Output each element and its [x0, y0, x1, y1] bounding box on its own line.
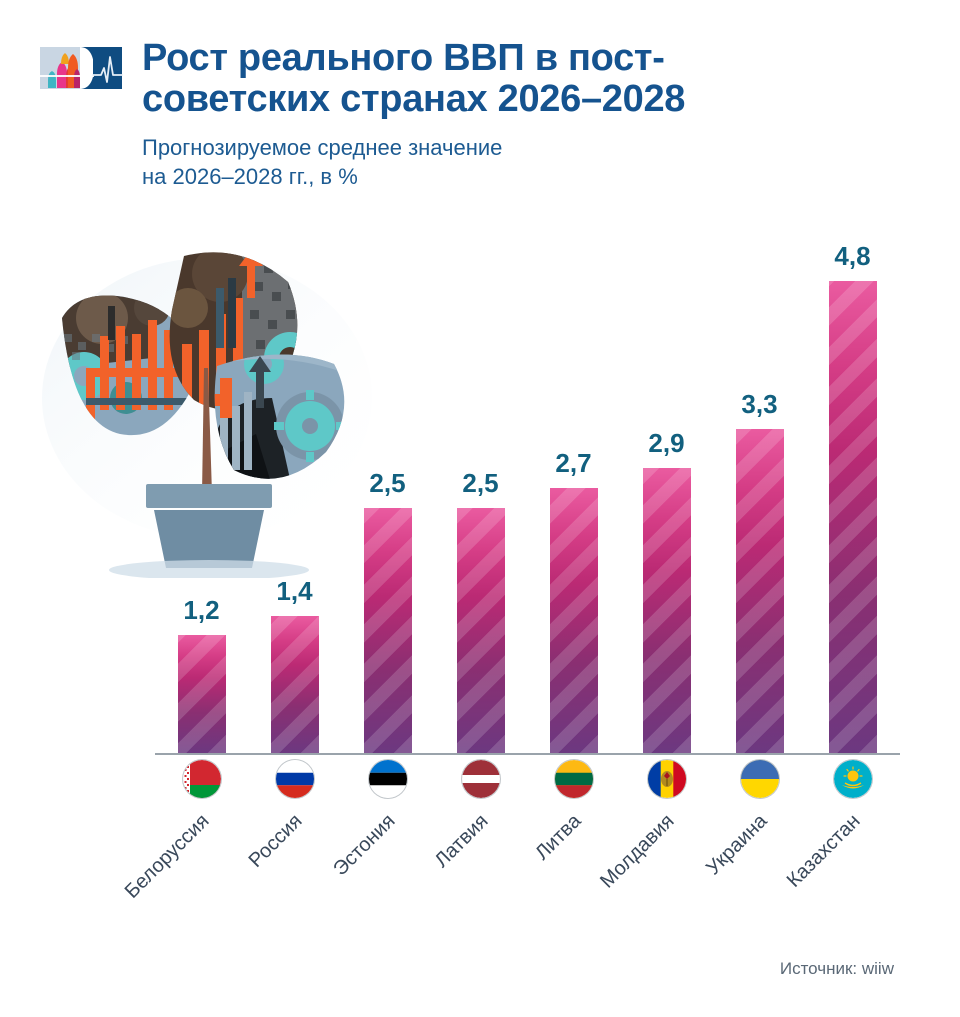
bar-value-label: 4,8 — [834, 241, 871, 271]
bar-value-label: 2,9 — [648, 428, 685, 458]
bar-estonia[interactable]: 2,5 — [363, 468, 412, 753]
bar-value-label: 2,7 — [555, 448, 592, 478]
bar-slot: 4,8 — [806, 228, 899, 753]
estonia-flag-icon — [368, 760, 407, 798]
bar-slot: 2,5 — [341, 228, 434, 753]
category-lithuania: Литва — [527, 760, 620, 960]
title-block: Рост реального ВВП в пост- советских стр… — [142, 37, 920, 191]
bar-value-label: 2,5 — [369, 468, 406, 498]
bar-latvia[interactable]: 2,5 — [456, 468, 505, 753]
bar-wrap: 2,5 — [363, 468, 412, 753]
bar-wrap: 1,4 — [270, 576, 319, 753]
bar-slot: 1,2 — [155, 228, 248, 753]
category-estonia: Эстония — [329, 760, 434, 960]
bar-slot: 1,4 — [248, 228, 341, 753]
header-row: Рост реального ВВП в пост- советских стр… — [38, 37, 920, 191]
category-ukraine: Украина — [702, 760, 806, 960]
bar-value-label: 1,4 — [276, 576, 313, 606]
wiiw-russia-logo — [38, 44, 124, 92]
page-title: Рост реального ВВП в пост- советских стр… — [142, 37, 686, 121]
bar-belarus[interactable]: 1,2 — [177, 595, 226, 753]
bar-slot: 3,3 — [713, 228, 806, 753]
bar-kazakhstan[interactable]: 4,8 — [828, 241, 877, 753]
bar-russia[interactable]: 1,4 — [270, 576, 319, 753]
category-axis: Белоруссия Россия Эстония — [120, 760, 900, 960]
bar-slot: 2,7 — [527, 228, 620, 753]
bar-wrap: 2,7 — [549, 448, 598, 753]
bar-lithuania[interactable]: 2,7 — [549, 448, 598, 753]
bar-slot: 2,9 — [620, 228, 713, 753]
page-subtitle: Прогнозируемое среднее значение на 2026–… — [142, 134, 503, 190]
lithuania-flag-icon — [554, 760, 593, 798]
kazakhstan-flag-icon — [833, 760, 872, 798]
source-note: Источник: wiiw — [779, 959, 894, 978]
bar-value-label: 3,3 — [741, 389, 778, 419]
category-russia: Россия — [244, 760, 341, 960]
russia-flag-icon — [275, 760, 314, 798]
bar-wrap: 1,2 — [177, 595, 226, 753]
header: Рост реального ВВП в пост- советских стр… — [0, 0, 960, 191]
plot-area: 1,2 1,4 2,5 2,5 — [155, 230, 900, 755]
moldova-flag-icon — [647, 760, 686, 798]
bar-value-label: 1,2 — [183, 595, 220, 625]
chart-baseline — [155, 753, 900, 755]
category-belarus: Белоруссия — [120, 760, 248, 960]
latvia-flag-icon — [461, 760, 500, 798]
bar-slot: 2,5 — [434, 228, 527, 753]
bar-value-label: 2,5 — [462, 468, 499, 498]
bar-ukraine[interactable]: 3,3 — [735, 389, 784, 753]
bar-chart: 1,2 1,4 2,5 2,5 — [0, 230, 960, 760]
bar-wrap: 3,3 — [735, 389, 784, 753]
category-latvia: Латвия — [430, 760, 527, 960]
category-kazakhstan: Казахстан — [782, 760, 899, 960]
bar-moldova[interactable]: 2,9 — [642, 428, 691, 753]
bar-wrap: 2,5 — [456, 468, 505, 753]
bar-wrap: 4,8 — [828, 241, 877, 753]
ukraine-flag-icon — [740, 760, 779, 798]
category-moldova: Молдавия — [596, 760, 713, 960]
bar-wrap: 2,9 — [642, 428, 691, 753]
belarus-flag-icon — [182, 760, 221, 798]
